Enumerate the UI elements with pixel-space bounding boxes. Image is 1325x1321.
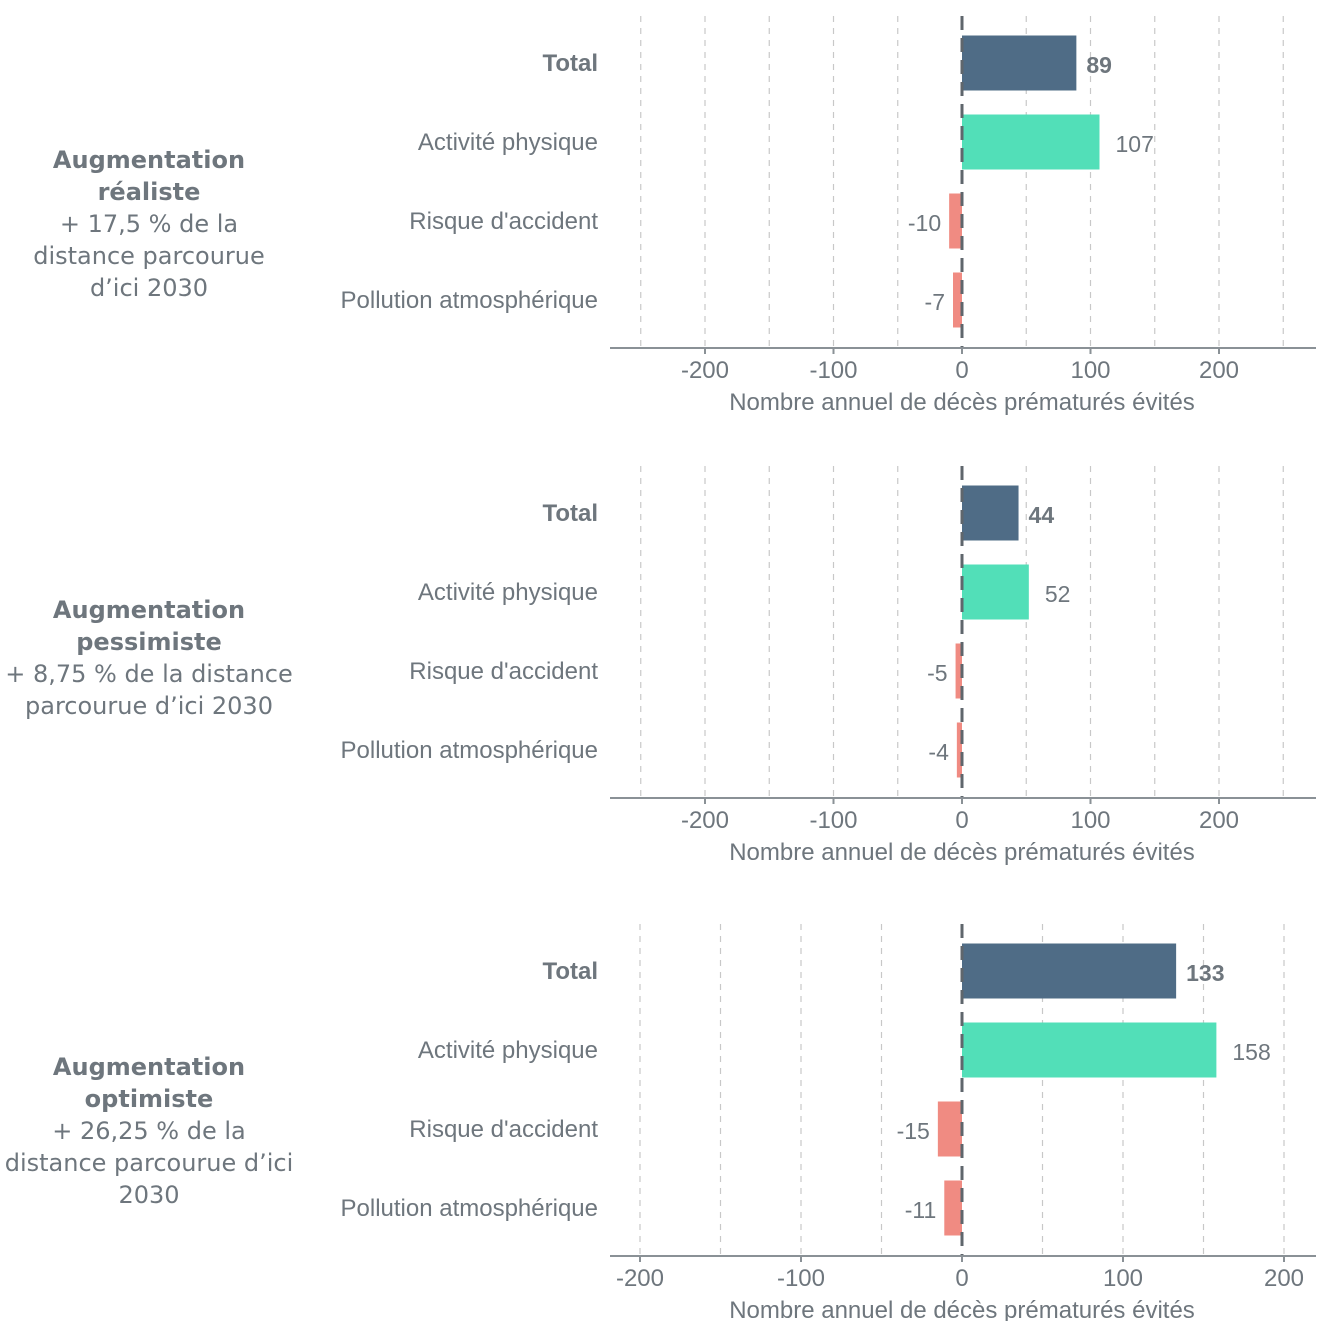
bar bbox=[962, 943, 1177, 999]
scenario-label: Augmentation optimiste + 26,25 % de la d… bbox=[0, 1051, 298, 1211]
data-label: 44 bbox=[1029, 502, 1055, 528]
scenario-description: + 8,75 % de la distance parcourue d’ici … bbox=[5, 660, 293, 720]
bar bbox=[962, 114, 1100, 170]
category-label: Total bbox=[542, 50, 598, 77]
x-tick-label: 200 bbox=[1199, 807, 1239, 834]
category-label: Risque d'accident bbox=[409, 658, 598, 685]
grid-lines bbox=[639, 924, 1285, 1256]
data-label: -11 bbox=[905, 1197, 937, 1223]
scenario-description: + 17,5 % de la distance parcourue d’ici … bbox=[33, 210, 265, 302]
bar bbox=[962, 564, 1029, 620]
data-label: 158 bbox=[1232, 1039, 1270, 1065]
x-tick-label: -100 bbox=[809, 807, 857, 834]
category-label: Activité physique bbox=[418, 1037, 598, 1064]
bar-chart-pessimiste: Total 44 Activité physique 52 Risque d'accid… bbox=[341, 466, 1316, 866]
x-tick-label: -200 bbox=[616, 1265, 664, 1292]
category-label: Risque d'accident bbox=[409, 208, 598, 235]
category-label: Risque d'accident bbox=[409, 1116, 598, 1143]
x-tick-label: 0 bbox=[955, 807, 968, 834]
bar-chart-realiste: Total 89 Activité physique 107 Risque d'acci… bbox=[341, 16, 1316, 416]
category-label: Total bbox=[542, 500, 598, 527]
category-label: Total bbox=[542, 958, 598, 985]
x-tick-label: -100 bbox=[809, 357, 857, 384]
x-tick-label: 0 bbox=[955, 357, 968, 384]
x-tick-label: 200 bbox=[1264, 1265, 1304, 1292]
bar bbox=[956, 722, 962, 778]
chart-panel-optimiste: Augmentation optimiste + 26,25 % de la d… bbox=[0, 908, 1325, 1321]
bar bbox=[962, 35, 1077, 91]
bar bbox=[937, 1101, 962, 1157]
data-label: 89 bbox=[1086, 52, 1112, 78]
x-axis-title: Nombre annuel de décès prématurés évités bbox=[729, 389, 1195, 416]
category-label: Pollution atmosphérique bbox=[341, 737, 599, 764]
scenario-title: Augmentation pessimiste bbox=[52, 596, 246, 656]
category-label: Activité physique bbox=[418, 579, 598, 606]
grid-lines bbox=[640, 16, 1284, 348]
x-tick-label: 0 bbox=[955, 1265, 968, 1292]
category-label: Pollution atmosphérique bbox=[341, 287, 599, 314]
x-tick-label: 200 bbox=[1199, 357, 1239, 384]
x-tick-label: -100 bbox=[777, 1265, 825, 1292]
chart-panel-pessimiste: Augmentation pessimiste + 8,75 % de la d… bbox=[0, 450, 1325, 880]
x-tick-label: -200 bbox=[681, 807, 729, 834]
scenario-label: Augmentation réaliste + 17,5 % de la dis… bbox=[0, 144, 298, 304]
x-tick-label: 100 bbox=[1103, 1265, 1143, 1292]
scenario-label: Augmentation pessimiste + 8,75 % de la d… bbox=[0, 594, 298, 722]
bar bbox=[962, 485, 1019, 541]
category-label: Activité physique bbox=[418, 129, 598, 156]
scenario-title: Augmentation optimiste bbox=[52, 1053, 246, 1113]
data-label: 107 bbox=[1115, 131, 1153, 157]
scenario-description: + 26,25 % de la distance parcourue d’ici… bbox=[4, 1117, 294, 1209]
bar bbox=[953, 272, 962, 328]
x-axis-title: Nombre annuel de décès prématurés évités bbox=[729, 839, 1195, 866]
x-tick-label: 100 bbox=[1070, 807, 1110, 834]
x-tick-label: 100 bbox=[1070, 357, 1110, 384]
grid-lines bbox=[640, 466, 1284, 798]
data-label: -5 bbox=[927, 660, 947, 686]
bar bbox=[949, 193, 962, 249]
x-tick-label: -200 bbox=[681, 357, 729, 384]
category-label: Pollution atmosphérique bbox=[341, 1195, 599, 1222]
data-label: 133 bbox=[1186, 960, 1224, 986]
x-axis-title: Nombre annuel de décès prématurés évités bbox=[729, 1297, 1195, 1321]
bar bbox=[962, 1022, 1217, 1078]
bar bbox=[944, 1180, 962, 1236]
data-label: -15 bbox=[897, 1118, 930, 1144]
data-label: -4 bbox=[928, 739, 949, 765]
data-label: 52 bbox=[1045, 581, 1071, 607]
bar-chart-optimiste: Total 133 Activité physique 158 Risque d'acc… bbox=[341, 924, 1316, 1321]
data-label: -7 bbox=[925, 289, 945, 315]
chart-panel-realiste: Augmentation réaliste + 17,5 % de la dis… bbox=[0, 0, 1325, 430]
bar bbox=[955, 643, 962, 699]
scenario-title: Augmentation réaliste bbox=[52, 146, 246, 206]
data-label: -10 bbox=[908, 210, 941, 236]
